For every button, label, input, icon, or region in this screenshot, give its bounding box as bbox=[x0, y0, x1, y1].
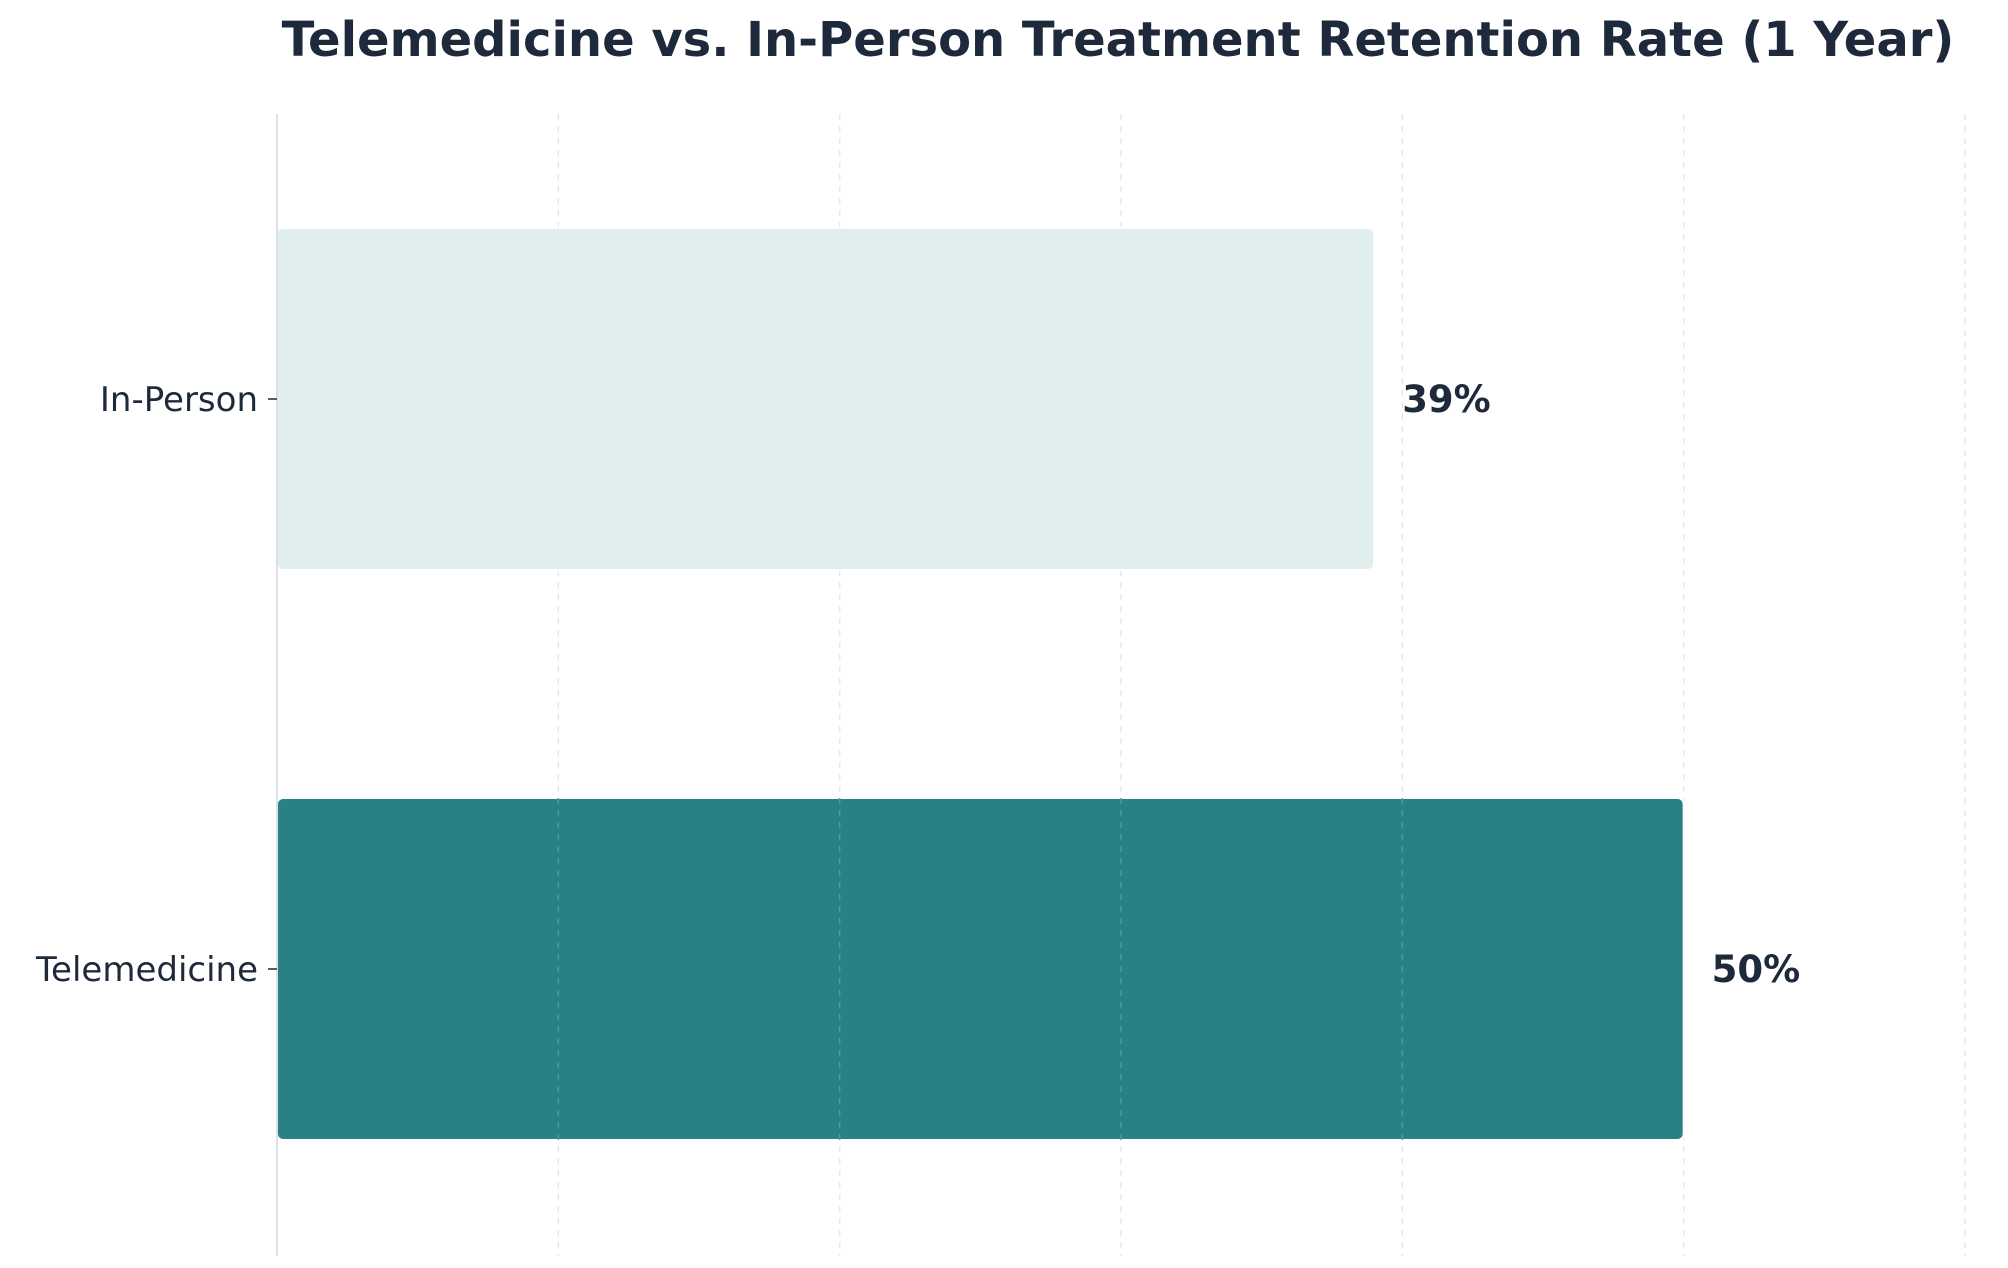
bar-telemedicine bbox=[276, 797, 1685, 1141]
y-tick-label: In-Person bbox=[100, 380, 258, 420]
bars bbox=[276, 227, 1685, 1141]
chart-title: Telemedicine vs. In-Person Treatment Ret… bbox=[282, 12, 1955, 68]
gridlines-overlay bbox=[557, 798, 1404, 1140]
bar-in-person bbox=[276, 227, 1376, 571]
y-tick-label: Telemedicine bbox=[35, 950, 258, 990]
value-label: 39% bbox=[1402, 378, 1491, 421]
y-axis-ticks: In-Person Telemedicine bbox=[35, 380, 277, 990]
value-labels: 39% 50% bbox=[1402, 378, 1800, 991]
value-label: 50% bbox=[1712, 948, 1801, 991]
